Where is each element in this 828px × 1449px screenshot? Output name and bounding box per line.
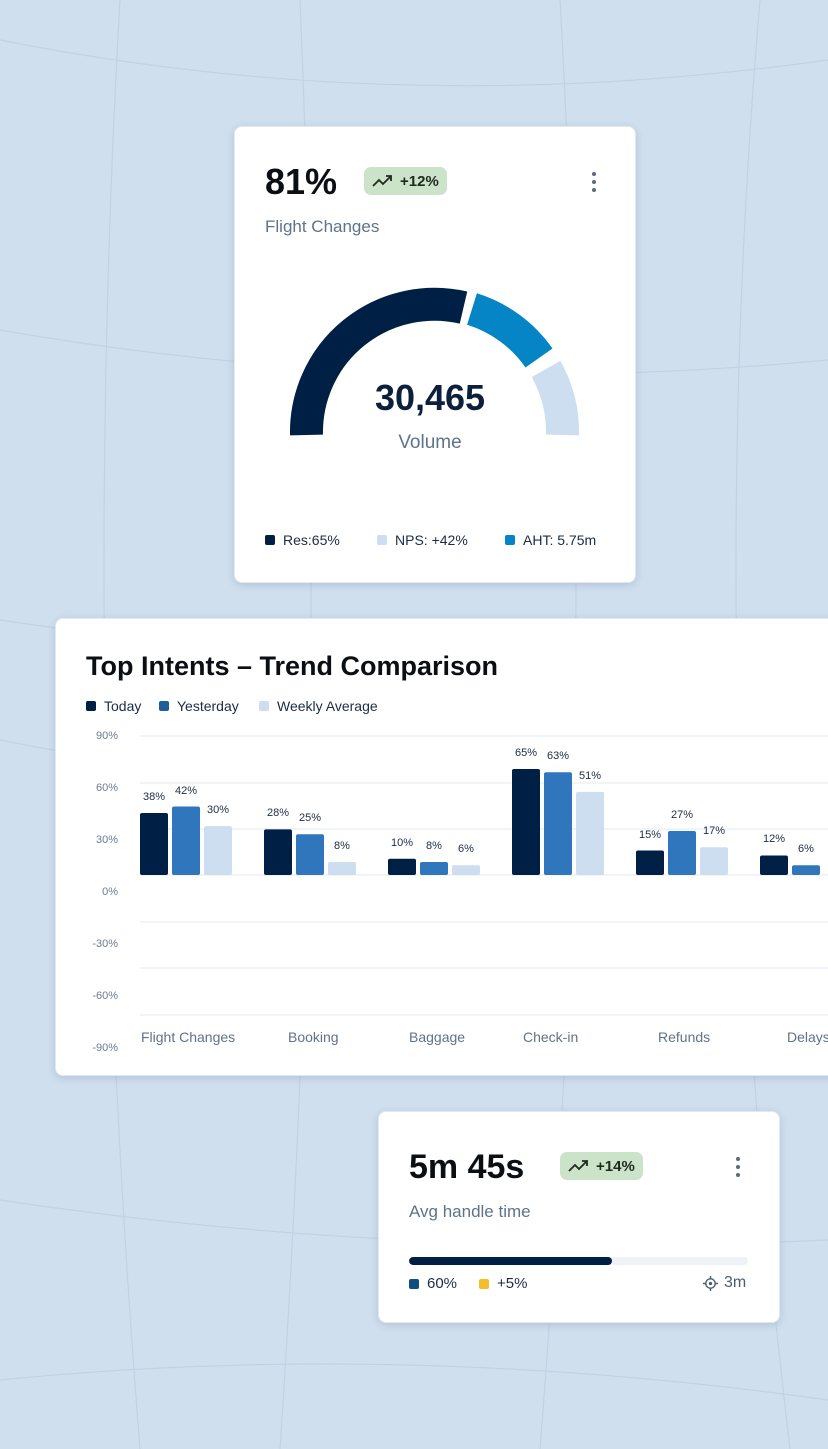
data-label: 8% <box>334 839 350 852</box>
data-label: 38% <box>142 791 166 804</box>
bar-yesterday <box>172 806 200 875</box>
data-label: 27% <box>670 808 694 821</box>
x-tick-label: Baggage <box>409 1029 466 1045</box>
data-label: 6% <box>458 843 474 856</box>
x-tick-label: Flight Changes <box>141 1029 236 1045</box>
aht-value: 5m 45s <box>409 1148 525 1186</box>
kpi-label: Flight Changes <box>265 217 380 236</box>
flight-changes-card: 81% +12% Flight Changes 30,465 Volume Re… <box>234 126 636 583</box>
data-label: 42% <box>174 784 198 797</box>
bar-yesterday <box>668 830 696 875</box>
x-tick-label: Delays <box>787 1029 828 1045</box>
trend-value: +12% <box>400 172 439 190</box>
gauge-segment-res <box>289 287 468 436</box>
bar-weekly-average <box>576 791 604 875</box>
bar-yesterday <box>544 772 572 875</box>
data-label: 15% <box>638 828 662 841</box>
data-label: 6% <box>798 843 814 856</box>
x-tick-label: Booking <box>288 1029 339 1045</box>
gauge-segment-aht <box>466 293 553 368</box>
x-tick-label: Refunds <box>658 1029 711 1045</box>
data-label: 12% <box>762 833 786 846</box>
trend-comparison-card: Top Intents – Trend Comparison Today Yes… <box>55 618 828 1076</box>
y-tick-label: -30% <box>92 938 118 950</box>
aht-progress-fill <box>409 1257 613 1265</box>
gauge-value: 30,465 <box>374 377 486 418</box>
aht-target: 3m <box>703 1274 746 1292</box>
bar-chart: 90% 60% 30% 0% -30% -60% -90% Flight Changes 38%… <box>56 619 828 1075</box>
x-tick-label: Check-in <box>523 1029 579 1045</box>
bar-today <box>512 769 540 875</box>
bar-yesterday <box>420 861 448 875</box>
y-tick-label: -60% <box>92 990 118 1002</box>
bar-today <box>140 813 168 875</box>
data-label: 51% <box>578 769 602 782</box>
bar-weekly-average <box>700 847 728 875</box>
aht-progress-bar <box>409 1257 748 1265</box>
gauge-segment-nps <box>531 360 580 436</box>
chart-plot <box>140 735 828 1016</box>
more-options-icon[interactable] <box>589 172 599 192</box>
gauge-label: Volume <box>398 432 462 453</box>
aht-label: Avg handle time <box>409 1202 531 1221</box>
trend-badge: +12% <box>364 167 447 195</box>
legend-today: Today <box>86 698 141 714</box>
y-tick-label: -90% <box>92 1042 118 1054</box>
data-label: 65% <box>514 747 538 760</box>
aht-trend-badge: +14% <box>560 1152 643 1180</box>
bar-today <box>636 850 664 875</box>
avg-handle-time-card: 5m 45s +14% Avg handle time 60% +5% 3m <box>378 1111 780 1323</box>
target-icon <box>703 1275 718 1291</box>
trending-up-icon <box>372 175 392 187</box>
legend-aht: AHT: 5.75m <box>505 532 596 548</box>
aht-trend-value: +14% <box>596 1157 635 1175</box>
bar-weekly-average <box>452 865 480 875</box>
legend-res: Res:65% <box>265 532 340 548</box>
legend-yesterday: Yesterday <box>159 698 239 714</box>
bar-today <box>760 855 788 875</box>
bar-weekly-average <box>328 861 356 875</box>
legend-aht-share: 60% <box>409 1275 457 1292</box>
y-tick-label: 30% <box>95 834 118 846</box>
bar-today <box>388 858 416 875</box>
data-label: 10% <box>390 836 414 849</box>
legend-nps: NPS: +42% <box>377 532 468 548</box>
chart-title: Top Intents – Trend Comparison <box>86 651 499 681</box>
more-options-icon[interactable] <box>733 1157 743 1177</box>
data-label: 25% <box>298 812 322 825</box>
bar-yesterday <box>296 834 324 875</box>
data-label: 8% <box>426 839 442 852</box>
legend-aht-change: +5% <box>479 1275 527 1292</box>
trending-up-icon <box>568 1160 588 1172</box>
bar-yesterday <box>792 865 820 875</box>
bar-today <box>264 829 292 875</box>
bar-weekly-average <box>204 826 232 875</box>
y-tick-label: 60% <box>95 782 118 794</box>
legend-weekly-average: Weekly Average <box>259 698 378 714</box>
y-tick-label: 0% <box>102 886 118 898</box>
data-label: 28% <box>266 807 290 820</box>
data-label: 30% <box>206 804 230 817</box>
data-label: 17% <box>702 825 726 838</box>
kpi-value: 81% <box>265 161 338 202</box>
y-tick-label: 90% <box>95 730 118 742</box>
data-label: 63% <box>546 750 570 763</box>
volume-gauge <box>289 287 580 436</box>
